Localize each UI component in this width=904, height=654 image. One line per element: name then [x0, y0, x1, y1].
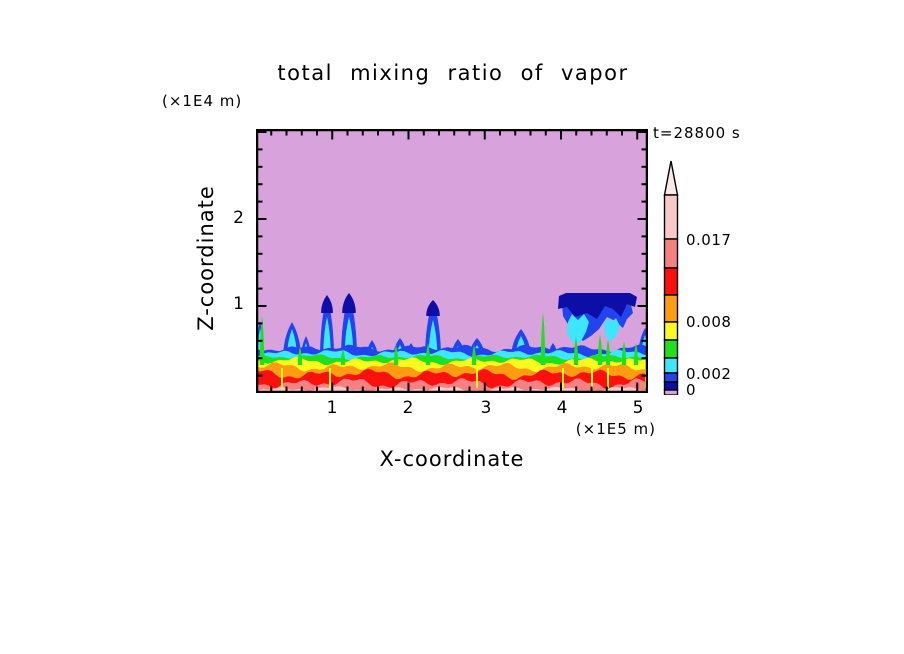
colorbar	[661, 159, 681, 395]
x-tick-label-5: 5	[632, 398, 644, 418]
colorbar-label-0: 0	[686, 381, 697, 399]
time-annotation: t=28800 s	[653, 124, 741, 142]
colorbar-label-0017: 0.017	[686, 231, 732, 249]
z-axis-unit-label: (×1E4 m)	[162, 92, 243, 110]
colorbar-label-0008: 0.008	[686, 313, 732, 331]
x-tick-label-1: 1	[326, 398, 338, 418]
x-tick-label-3: 3	[480, 398, 492, 418]
colorbar-canvas	[663, 160, 679, 395]
x-tick-label-4: 4	[556, 398, 568, 418]
contour-plot-area	[256, 129, 648, 393]
x-axis-label: X-coordinate	[379, 447, 525, 471]
x-tick-label-2: 2	[402, 398, 414, 418]
page-title: total mixing ratio of vapor	[277, 61, 629, 85]
x-axis-unit-label: (×1E5 m)	[575, 420, 656, 438]
colorbar-label-0002: 0.002	[686, 365, 732, 383]
z-tick-label-1: 1	[233, 294, 244, 314]
z-tick-label-2: 2	[233, 208, 244, 228]
z-axis-label: Z-coordinate	[194, 185, 218, 331]
contour-plot-canvas	[256, 129, 648, 393]
